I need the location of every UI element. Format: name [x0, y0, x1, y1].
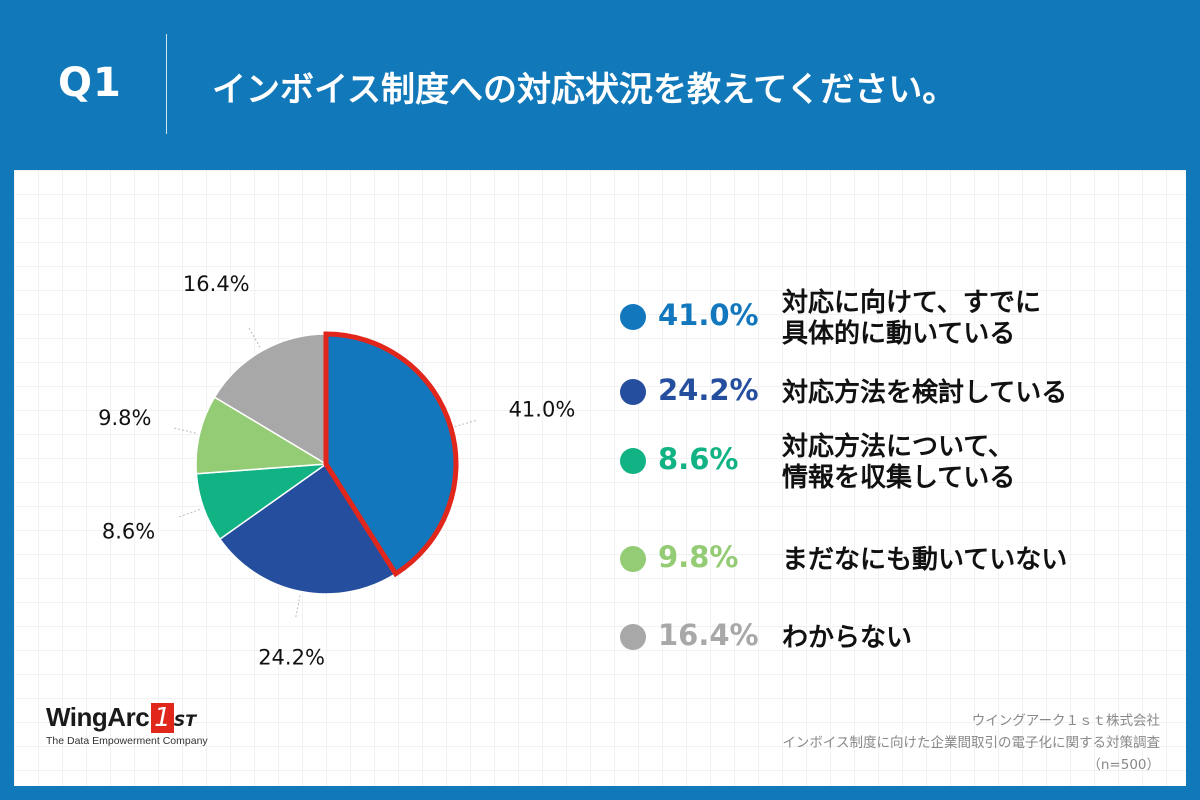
- chart-legend: 41.0% 対応に向けて、すでに 具体的に動いている 24.2% 対応方法を検討してい…: [620, 170, 1180, 690]
- logo-tagline: The Data Empowerment Company: [46, 735, 208, 747]
- source-survey: インボイス制度に向けた企業間取引の電子化に関する対策調査: [782, 735, 1160, 751]
- source-sample: （n=500）: [1087, 757, 1160, 773]
- chart-panel: 41.0% 24.2% 8.6% 9.8% 16.4% 41.0% 対応に向けて、すでに …: [14, 170, 1186, 786]
- legend-dot: [620, 448, 646, 474]
- company-logo: WingArc 1 ST The Data Empowerment Company: [46, 702, 208, 747]
- highlight-outline: [323, 331, 459, 578]
- legend-label: 対応方法について、 情報を収集している: [782, 432, 1016, 493]
- legend-label: 対応に向けて、すでに 具体的に動いている: [782, 288, 1041, 349]
- legend-percent: 24.2%: [658, 373, 759, 407]
- pie-slice-4: [195, 396, 329, 475]
- legend-dot: [620, 304, 646, 330]
- data-label-2: 24.2%: [258, 646, 325, 670]
- leader-line-3: [179, 508, 201, 518]
- logo-mark: 1: [151, 703, 174, 733]
- data-label-3: 8.6%: [102, 519, 155, 543]
- logo-wordmark: WingArc: [46, 702, 150, 732]
- pie-chart: 41.0% 24.2% 8.6% 9.8% 16.4%: [98, 272, 576, 670]
- source-note: ウイングアーク１ｓｔ株式会社 インボイス制度に向けた企業間取引の電子化に関する対…: [782, 710, 1160, 776]
- legend-dot: [620, 624, 646, 650]
- leader-line-4: [174, 427, 196, 434]
- legend-percent: 9.8%: [658, 540, 739, 574]
- pie-slice-5: [213, 333, 327, 466]
- leader-line-2: [295, 595, 301, 618]
- data-label-5: 16.4%: [183, 272, 250, 296]
- header-divider: [166, 34, 167, 134]
- leader-line-5: [248, 328, 261, 348]
- legend-label: 対応方法を検討している: [782, 378, 1068, 408]
- question-text: インボイス制度への対応状況を教えてください。: [212, 70, 957, 110]
- legend-percent: 8.6%: [658, 442, 739, 476]
- data-label-4: 9.8%: [98, 406, 151, 430]
- legend-dot: [620, 379, 646, 405]
- pie-slice-2: [218, 462, 397, 595]
- data-label-1: 41.0%: [509, 397, 576, 421]
- legend-dot: [620, 546, 646, 572]
- leader-line-1: [454, 419, 476, 428]
- legend-label: わからない: [782, 623, 913, 653]
- legend-label: まだなにも動いていない: [782, 545, 1068, 575]
- legend-percent: 41.0%: [658, 298, 759, 332]
- logo-suffix: ST: [173, 711, 197, 730]
- source-company: ウイングアーク１ｓｔ株式会社: [971, 713, 1160, 729]
- question-header: Q1 インボイス制度への対応状況を教えてください。: [0, 0, 1200, 170]
- legend-percent: 16.4%: [658, 618, 759, 652]
- question-number: Q1: [58, 60, 122, 106]
